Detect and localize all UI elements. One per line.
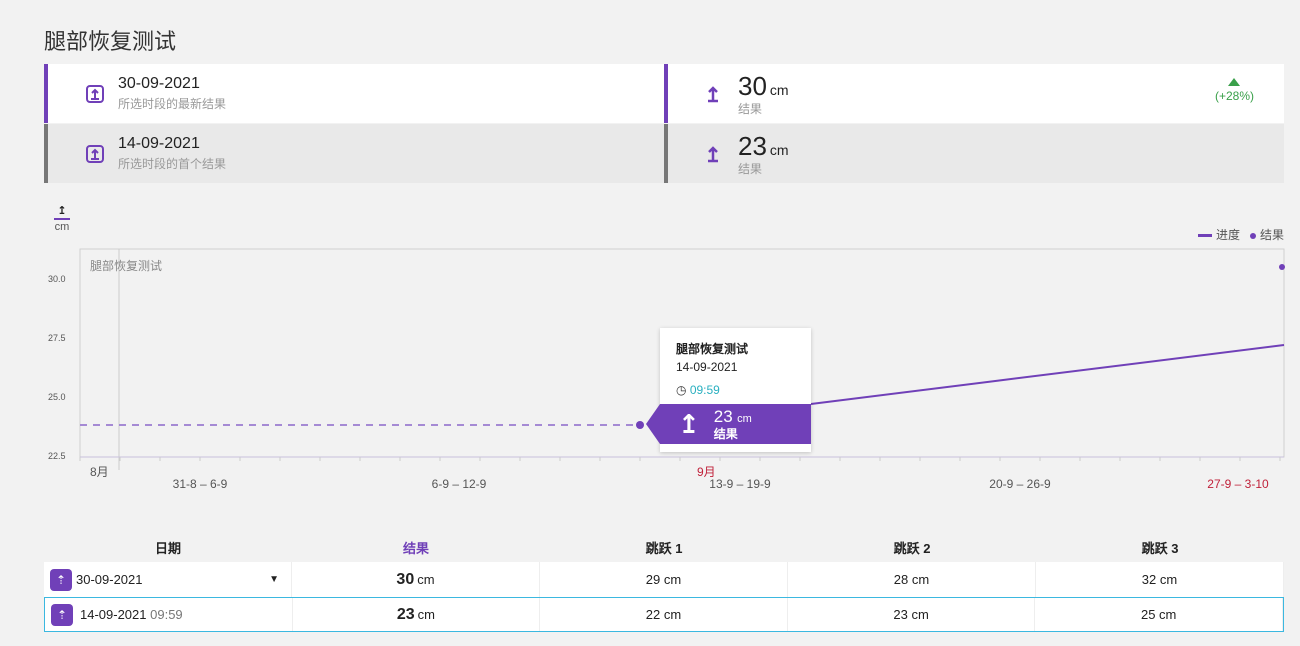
col-jump2[interactable]: 跳跃 2: [893, 541, 931, 556]
month-label: 8月: [90, 465, 109, 479]
y-tick: 25.0: [48, 392, 66, 402]
trend-percent: (+28%): [1214, 89, 1254, 103]
first-date: 14-09-2021: [118, 135, 200, 152]
unit: cm: [769, 81, 789, 98]
week-label: 31-8 – 6-9: [172, 477, 228, 491]
tooltip-value-band: ↥ 23 cm 结果: [646, 404, 811, 444]
table-row[interactable]: ⇡ 30-09-2021 ▼ 30 cm 29 cm 28 cm 32 cm: [44, 562, 1284, 597]
jump-arrow-icon: [708, 145, 718, 162]
trend-up-icon: [1228, 78, 1241, 86]
first-value-card: 23 cm 结果: [664, 124, 1284, 183]
table-row-selected[interactable]: ⇡ 14-09-2021 09:59 23 cm 22 cm 23 cm 25 cm: [44, 597, 1284, 632]
month-label: 9月: [697, 465, 716, 479]
col-jump3[interactable]: 跳跃 3: [1141, 541, 1179, 556]
trend-badge: (+28%): [1215, 78, 1254, 103]
clock-icon: ◷: [676, 383, 687, 397]
tooltip-time: 09:59: [689, 383, 720, 397]
legend-result[interactable]: 结果: [1249, 226, 1284, 243]
jump-arrow-icon: [708, 85, 718, 102]
result-point: [636, 421, 644, 429]
leg-test-icon: [86, 84, 104, 103]
first-desc: 所选时段的首个结果: [118, 157, 227, 171]
leg-test-icon: ⇡: [50, 568, 72, 591]
week-label: 20-9 – 26-9: [989, 477, 1051, 491]
chart-inner-title: 腿部恢复测试: [90, 259, 163, 273]
tooltip-date: 14-09-2021: [676, 360, 738, 374]
page-title: 腿部恢复测试: [44, 29, 177, 54]
latest-desc: 所选时段的最新结果: [118, 97, 227, 111]
first-value: 23: [738, 130, 767, 161]
y-tick: 30.0: [48, 274, 66, 284]
unit: cm: [769, 141, 789, 158]
latest-value-card: 30 cm 结果 (+28%): [664, 64, 1284, 123]
col-jump1[interactable]: 跳跃 1: [645, 541, 683, 556]
legend: 进度 结果: [1197, 226, 1284, 243]
latest-value: 30: [738, 70, 767, 101]
progress-line: [810, 344, 1285, 405]
first-result-card: 14-09-2021 所选时段的首个结果: [44, 124, 664, 183]
y-tick: 27.5: [48, 333, 66, 343]
tooltip-title: 腿部恢复测试: [676, 342, 749, 356]
week-label: 13-9 – 19-9: [709, 477, 771, 491]
leg-test-icon: ⇡: [51, 603, 73, 626]
col-date[interactable]: 日期: [154, 541, 181, 556]
expand-dropdown-icon[interactable]: ▼: [269, 574, 279, 585]
week-label: 6-9 – 12-9: [431, 477, 487, 491]
latest-result-card: 30-09-2021 所选时段的最新结果: [44, 64, 664, 123]
jump-arrow-icon: ↥: [57, 205, 67, 217]
jump-arrow-icon: ↥: [678, 408, 700, 439]
latest-date: 30-09-2021: [118, 75, 200, 92]
result-point: [1279, 264, 1285, 270]
leg-test-icon: [86, 144, 104, 163]
legend-progress[interactable]: 进度: [1197, 226, 1240, 243]
value-label: 结果: [738, 101, 763, 116]
value-label: 结果: [738, 161, 763, 176]
y-tick: 22.5: [48, 451, 66, 461]
week-label: 27-9 – 3-10: [1207, 477, 1269, 491]
chart-tooltip: 腿部恢复测试 14-09-2021 ◷ 09:59 ↥ 23 cm 结果: [646, 328, 811, 452]
col-result[interactable]: 结果: [402, 541, 429, 556]
y-unit: ↥ cm: [54, 205, 70, 233]
